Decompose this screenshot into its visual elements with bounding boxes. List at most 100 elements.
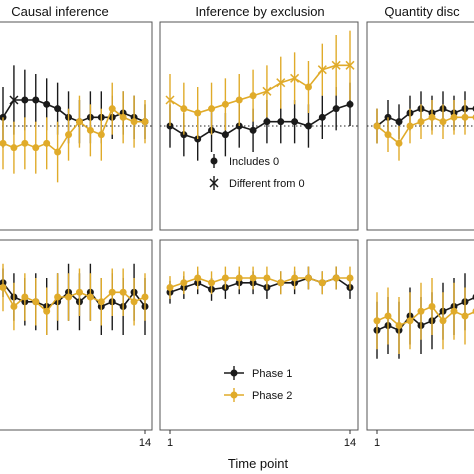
x-tick-label-1: 1 <box>167 437 173 449</box>
data-point <box>249 126 257 134</box>
data-point <box>54 148 62 156</box>
data-point <box>32 144 40 152</box>
data-point <box>21 139 29 147</box>
data-point <box>346 100 354 108</box>
panel-bottom-right: 1 <box>366 239 474 449</box>
legend-phase-1-label: Phase 1 <box>252 368 292 380</box>
data-point <box>130 298 138 306</box>
data-point <box>10 303 18 310</box>
data-point <box>428 303 436 310</box>
legend-different-from-0-label: Different from 0 <box>229 178 305 190</box>
series-phase2 <box>166 266 354 299</box>
data-point <box>450 113 458 121</box>
panel-title-causal-inference: Causal inference <box>11 4 109 19</box>
data-point <box>141 118 149 126</box>
data-point <box>291 118 299 126</box>
data-point <box>65 293 73 301</box>
data-point <box>395 118 403 126</box>
point-different-from-0 <box>290 73 300 83</box>
data-point <box>32 298 40 306</box>
data-point <box>373 122 381 130</box>
data-point <box>108 288 116 296</box>
data-point <box>384 131 392 139</box>
data-point <box>0 139 7 147</box>
data-point <box>130 118 138 126</box>
data-point <box>194 274 202 282</box>
series-phase1 <box>0 65 149 148</box>
data-point <box>439 118 447 126</box>
data-point <box>86 126 94 134</box>
data-point <box>406 317 414 325</box>
data-point <box>119 288 127 296</box>
data-point <box>395 139 403 147</box>
point-different-from-0 <box>331 60 341 70</box>
data-point <box>439 317 447 325</box>
data-point <box>65 131 73 139</box>
x-axis-title: Time point <box>228 456 289 471</box>
data-point <box>406 122 414 130</box>
data-point <box>263 118 271 126</box>
data-point <box>263 274 271 282</box>
data-point <box>10 144 18 152</box>
data-point <box>384 312 392 320</box>
panel-title-inference-by-exclusion: Inference by exclusion <box>195 4 324 19</box>
x-tick-label-1: 1 <box>374 437 380 449</box>
data-point <box>43 307 51 315</box>
data-point <box>54 105 62 113</box>
data-point <box>346 274 354 282</box>
series-phase2 <box>373 278 474 354</box>
data-point <box>194 109 202 117</box>
series-phase1 <box>166 82 354 161</box>
panel-inference-by-exclusion <box>159 21 359 231</box>
plot-frame-bottom-middle <box>159 239 359 431</box>
data-point <box>75 118 83 126</box>
data-point <box>461 113 469 121</box>
data-point <box>221 274 229 282</box>
data-point <box>21 293 29 301</box>
data-point <box>332 274 340 282</box>
data-point <box>318 113 326 121</box>
data-point <box>43 139 51 147</box>
panel-title-quantity-disc: Quantity disc <box>384 4 460 19</box>
data-point <box>180 279 188 287</box>
point-different-from-0 <box>262 86 272 96</box>
data-point <box>75 288 83 296</box>
data-point <box>291 274 299 282</box>
data-point <box>461 312 469 320</box>
legend-includes-0-label: Includes 0 <box>229 156 279 168</box>
series-phase2 <box>373 100 474 161</box>
data-point <box>332 105 340 113</box>
panel-bottom-middle: 1 14 <box>159 239 359 449</box>
data-point <box>417 118 425 126</box>
panel-causal-inference <box>0 21 153 231</box>
plot-frame-causal-inference <box>0 21 153 231</box>
data-point <box>304 274 312 282</box>
x-tick-label-14: 14 <box>344 437 356 449</box>
data-point <box>304 83 312 91</box>
data-point <box>43 100 51 108</box>
legend-phase-2-label: Phase 2 <box>252 390 292 402</box>
point-different-from-0 <box>9 95 19 105</box>
data-point <box>450 307 458 315</box>
panel-bottom-left: 14 <box>0 239 153 449</box>
data-point <box>221 100 229 108</box>
data-point <box>373 317 381 325</box>
data-point <box>208 279 216 287</box>
data-point <box>32 96 40 104</box>
data-point <box>395 322 403 329</box>
data-point <box>86 293 94 301</box>
data-point <box>141 293 149 301</box>
series-phase2 <box>165 30 355 139</box>
data-point <box>221 131 229 139</box>
data-point <box>417 307 425 315</box>
data-point <box>235 274 243 282</box>
data-point <box>208 105 216 113</box>
series-line-phase2 <box>376 305 474 327</box>
data-point <box>54 293 62 301</box>
data-point <box>108 105 116 113</box>
x-tick-label-14: 14 <box>139 437 151 449</box>
plot-frame-bottom-left <box>0 239 153 431</box>
data-point <box>97 131 105 139</box>
legend-includes-0-marker <box>210 157 218 165</box>
